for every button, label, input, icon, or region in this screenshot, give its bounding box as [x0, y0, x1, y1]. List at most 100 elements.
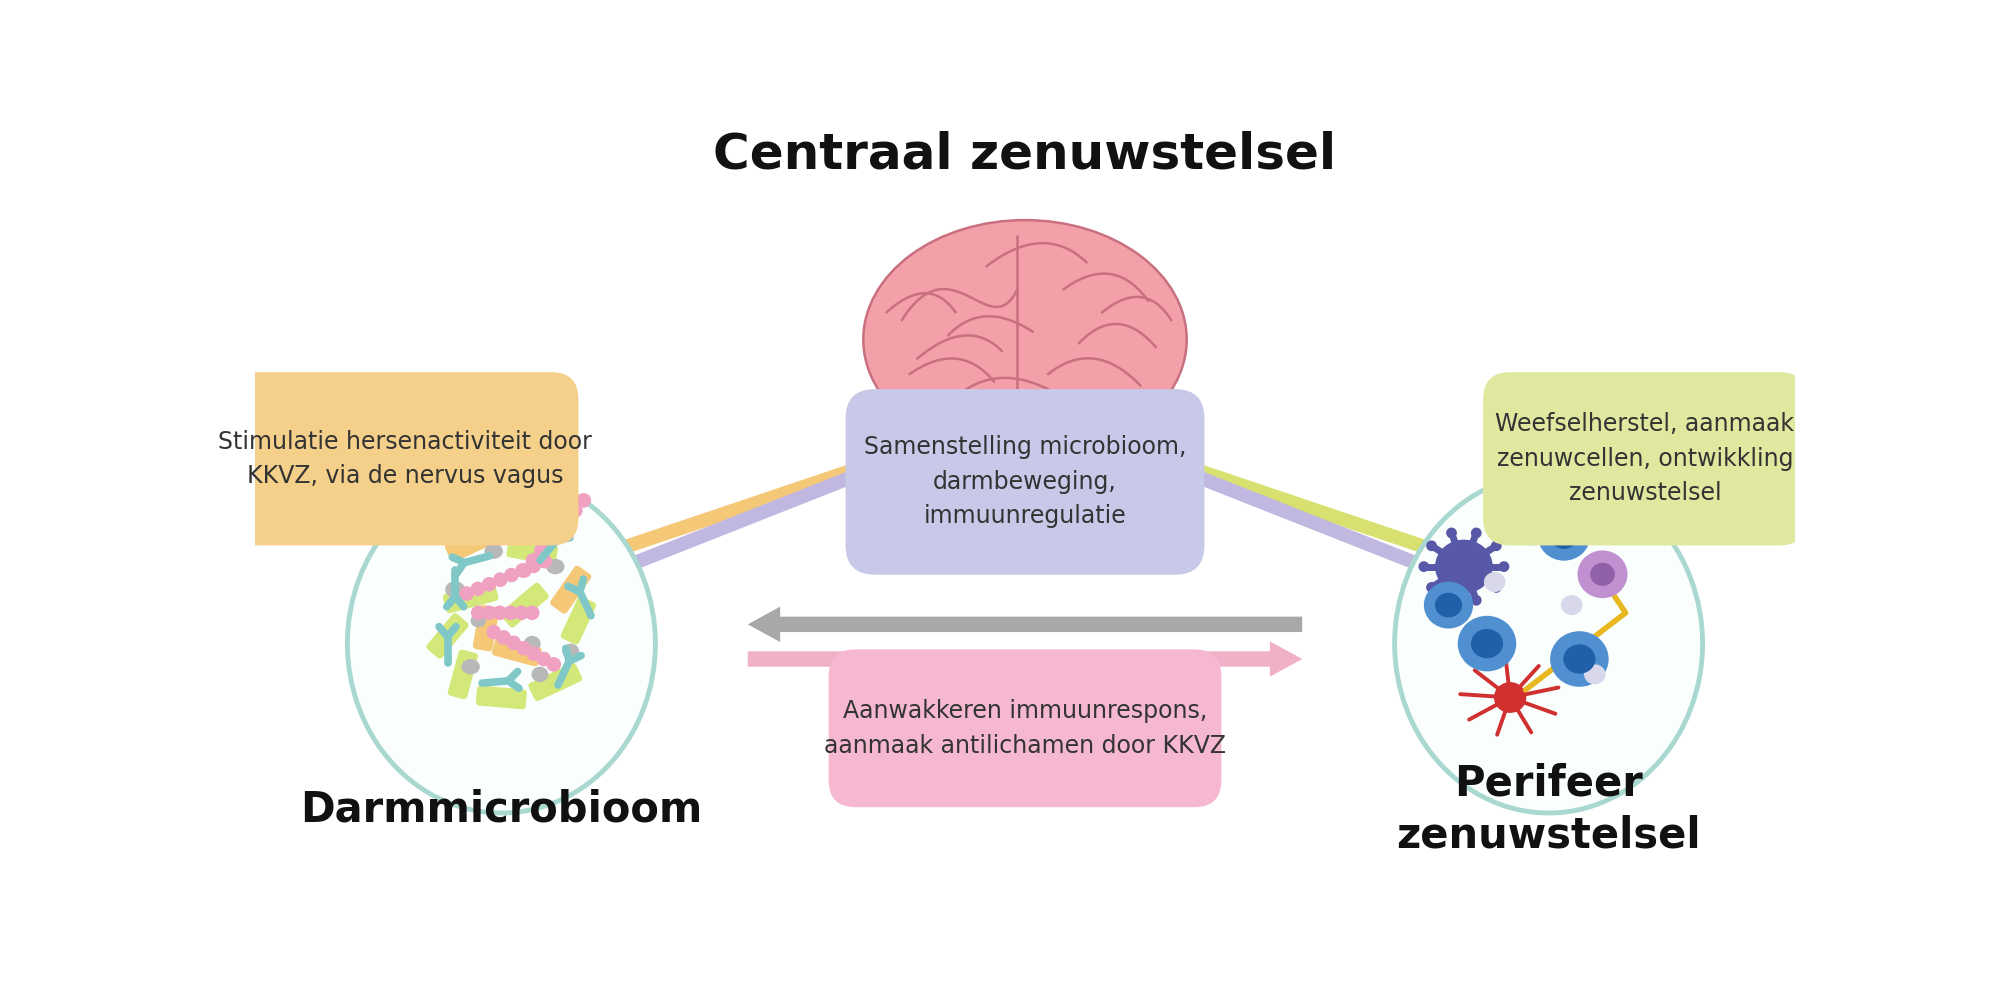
Circle shape [1470, 595, 1482, 606]
Circle shape [530, 528, 544, 543]
Circle shape [546, 657, 562, 672]
Ellipse shape [1584, 664, 1606, 684]
Circle shape [1426, 582, 1436, 593]
Circle shape [1498, 561, 1510, 572]
Circle shape [516, 563, 530, 578]
FancyBboxPatch shape [528, 663, 582, 701]
Circle shape [492, 572, 508, 587]
Text: Darmmicrobioom: Darmmicrobioom [300, 788, 702, 830]
Circle shape [518, 563, 532, 578]
Circle shape [482, 605, 496, 620]
Circle shape [460, 586, 474, 601]
Ellipse shape [1424, 582, 1474, 629]
FancyBboxPatch shape [500, 583, 548, 628]
Polygon shape [1140, 446, 1486, 573]
Ellipse shape [546, 559, 564, 574]
FancyBboxPatch shape [506, 538, 558, 565]
Circle shape [538, 528, 554, 543]
FancyBboxPatch shape [448, 650, 478, 699]
Text: Perifeer
zenuwstelsel: Perifeer zenuwstelsel [1396, 762, 1700, 856]
Circle shape [576, 493, 592, 508]
Ellipse shape [1470, 629, 1504, 658]
Polygon shape [564, 446, 910, 573]
FancyBboxPatch shape [828, 649, 1222, 807]
Ellipse shape [1538, 511, 1590, 561]
Ellipse shape [1550, 631, 1608, 687]
Circle shape [496, 630, 512, 645]
Polygon shape [748, 641, 1302, 677]
Ellipse shape [1522, 526, 1544, 546]
Ellipse shape [864, 220, 1186, 459]
Text: Samenstelling microbioom,
darmbeweging,
immuunregulatie: Samenstelling microbioom, darmbeweging, … [864, 435, 1186, 528]
Text: Stimulatie hersenactiviteit door
KKVZ, via de nervus vagus: Stimulatie hersenactiviteit door KKVZ, v… [218, 430, 592, 488]
Ellipse shape [1484, 572, 1506, 592]
Ellipse shape [508, 520, 526, 536]
Text: Weefselherstel, aanmaak
zenuwcellen, ontwikkling
zenuwstelsel: Weefselherstel, aanmaak zenuwcellen, ont… [1496, 412, 1794, 505]
Ellipse shape [1550, 523, 1578, 549]
Circle shape [1490, 540, 1502, 551]
FancyBboxPatch shape [1484, 372, 1806, 545]
Circle shape [512, 528, 526, 543]
FancyBboxPatch shape [846, 389, 1204, 575]
FancyBboxPatch shape [232, 372, 578, 545]
Ellipse shape [348, 474, 656, 813]
Ellipse shape [462, 659, 480, 674]
Ellipse shape [470, 614, 486, 627]
Circle shape [526, 553, 540, 568]
Polygon shape [1168, 460, 1464, 586]
Ellipse shape [1434, 593, 1462, 617]
Circle shape [536, 652, 552, 666]
FancyBboxPatch shape [550, 566, 592, 614]
Circle shape [470, 605, 486, 620]
Circle shape [560, 513, 574, 528]
Circle shape [1418, 561, 1430, 572]
Circle shape [506, 636, 522, 650]
Ellipse shape [1578, 550, 1628, 598]
Circle shape [520, 528, 534, 543]
Circle shape [504, 568, 518, 582]
Circle shape [1446, 528, 1456, 538]
Circle shape [502, 528, 516, 543]
Ellipse shape [524, 636, 540, 651]
FancyBboxPatch shape [492, 636, 542, 666]
Circle shape [504, 605, 518, 620]
Ellipse shape [1564, 644, 1596, 674]
Ellipse shape [1394, 474, 1702, 813]
Circle shape [1426, 540, 1436, 551]
Ellipse shape [988, 433, 1054, 481]
Circle shape [542, 533, 558, 548]
Circle shape [1470, 528, 1482, 538]
FancyBboxPatch shape [560, 596, 596, 645]
FancyBboxPatch shape [476, 686, 526, 709]
Ellipse shape [1590, 563, 1614, 586]
FancyBboxPatch shape [472, 605, 500, 651]
Circle shape [1446, 595, 1456, 606]
Circle shape [486, 625, 502, 639]
Ellipse shape [1458, 616, 1516, 671]
Circle shape [568, 503, 582, 518]
Circle shape [526, 559, 542, 573]
Ellipse shape [1436, 540, 1492, 594]
FancyBboxPatch shape [444, 525, 496, 562]
Circle shape [552, 523, 566, 538]
Text: Centraal zenuwstelsel: Centraal zenuwstelsel [714, 131, 1336, 179]
Circle shape [516, 641, 532, 656]
Ellipse shape [1494, 682, 1526, 713]
Circle shape [482, 577, 496, 592]
FancyBboxPatch shape [426, 613, 468, 659]
Ellipse shape [446, 581, 466, 598]
Circle shape [534, 543, 548, 558]
Circle shape [524, 605, 540, 620]
Ellipse shape [562, 644, 580, 659]
Polygon shape [586, 460, 882, 586]
Ellipse shape [1560, 595, 1582, 615]
Polygon shape [748, 607, 1302, 642]
Circle shape [492, 605, 508, 620]
FancyBboxPatch shape [442, 582, 498, 613]
Ellipse shape [484, 544, 502, 559]
Circle shape [470, 582, 486, 596]
Circle shape [514, 605, 528, 620]
Ellipse shape [532, 667, 548, 682]
Text: Aanwakkeren immuunrespons,
aanmaak antilichamen door KKVZ: Aanwakkeren immuunrespons, aanmaak antil… [824, 699, 1226, 758]
Circle shape [1490, 582, 1502, 593]
